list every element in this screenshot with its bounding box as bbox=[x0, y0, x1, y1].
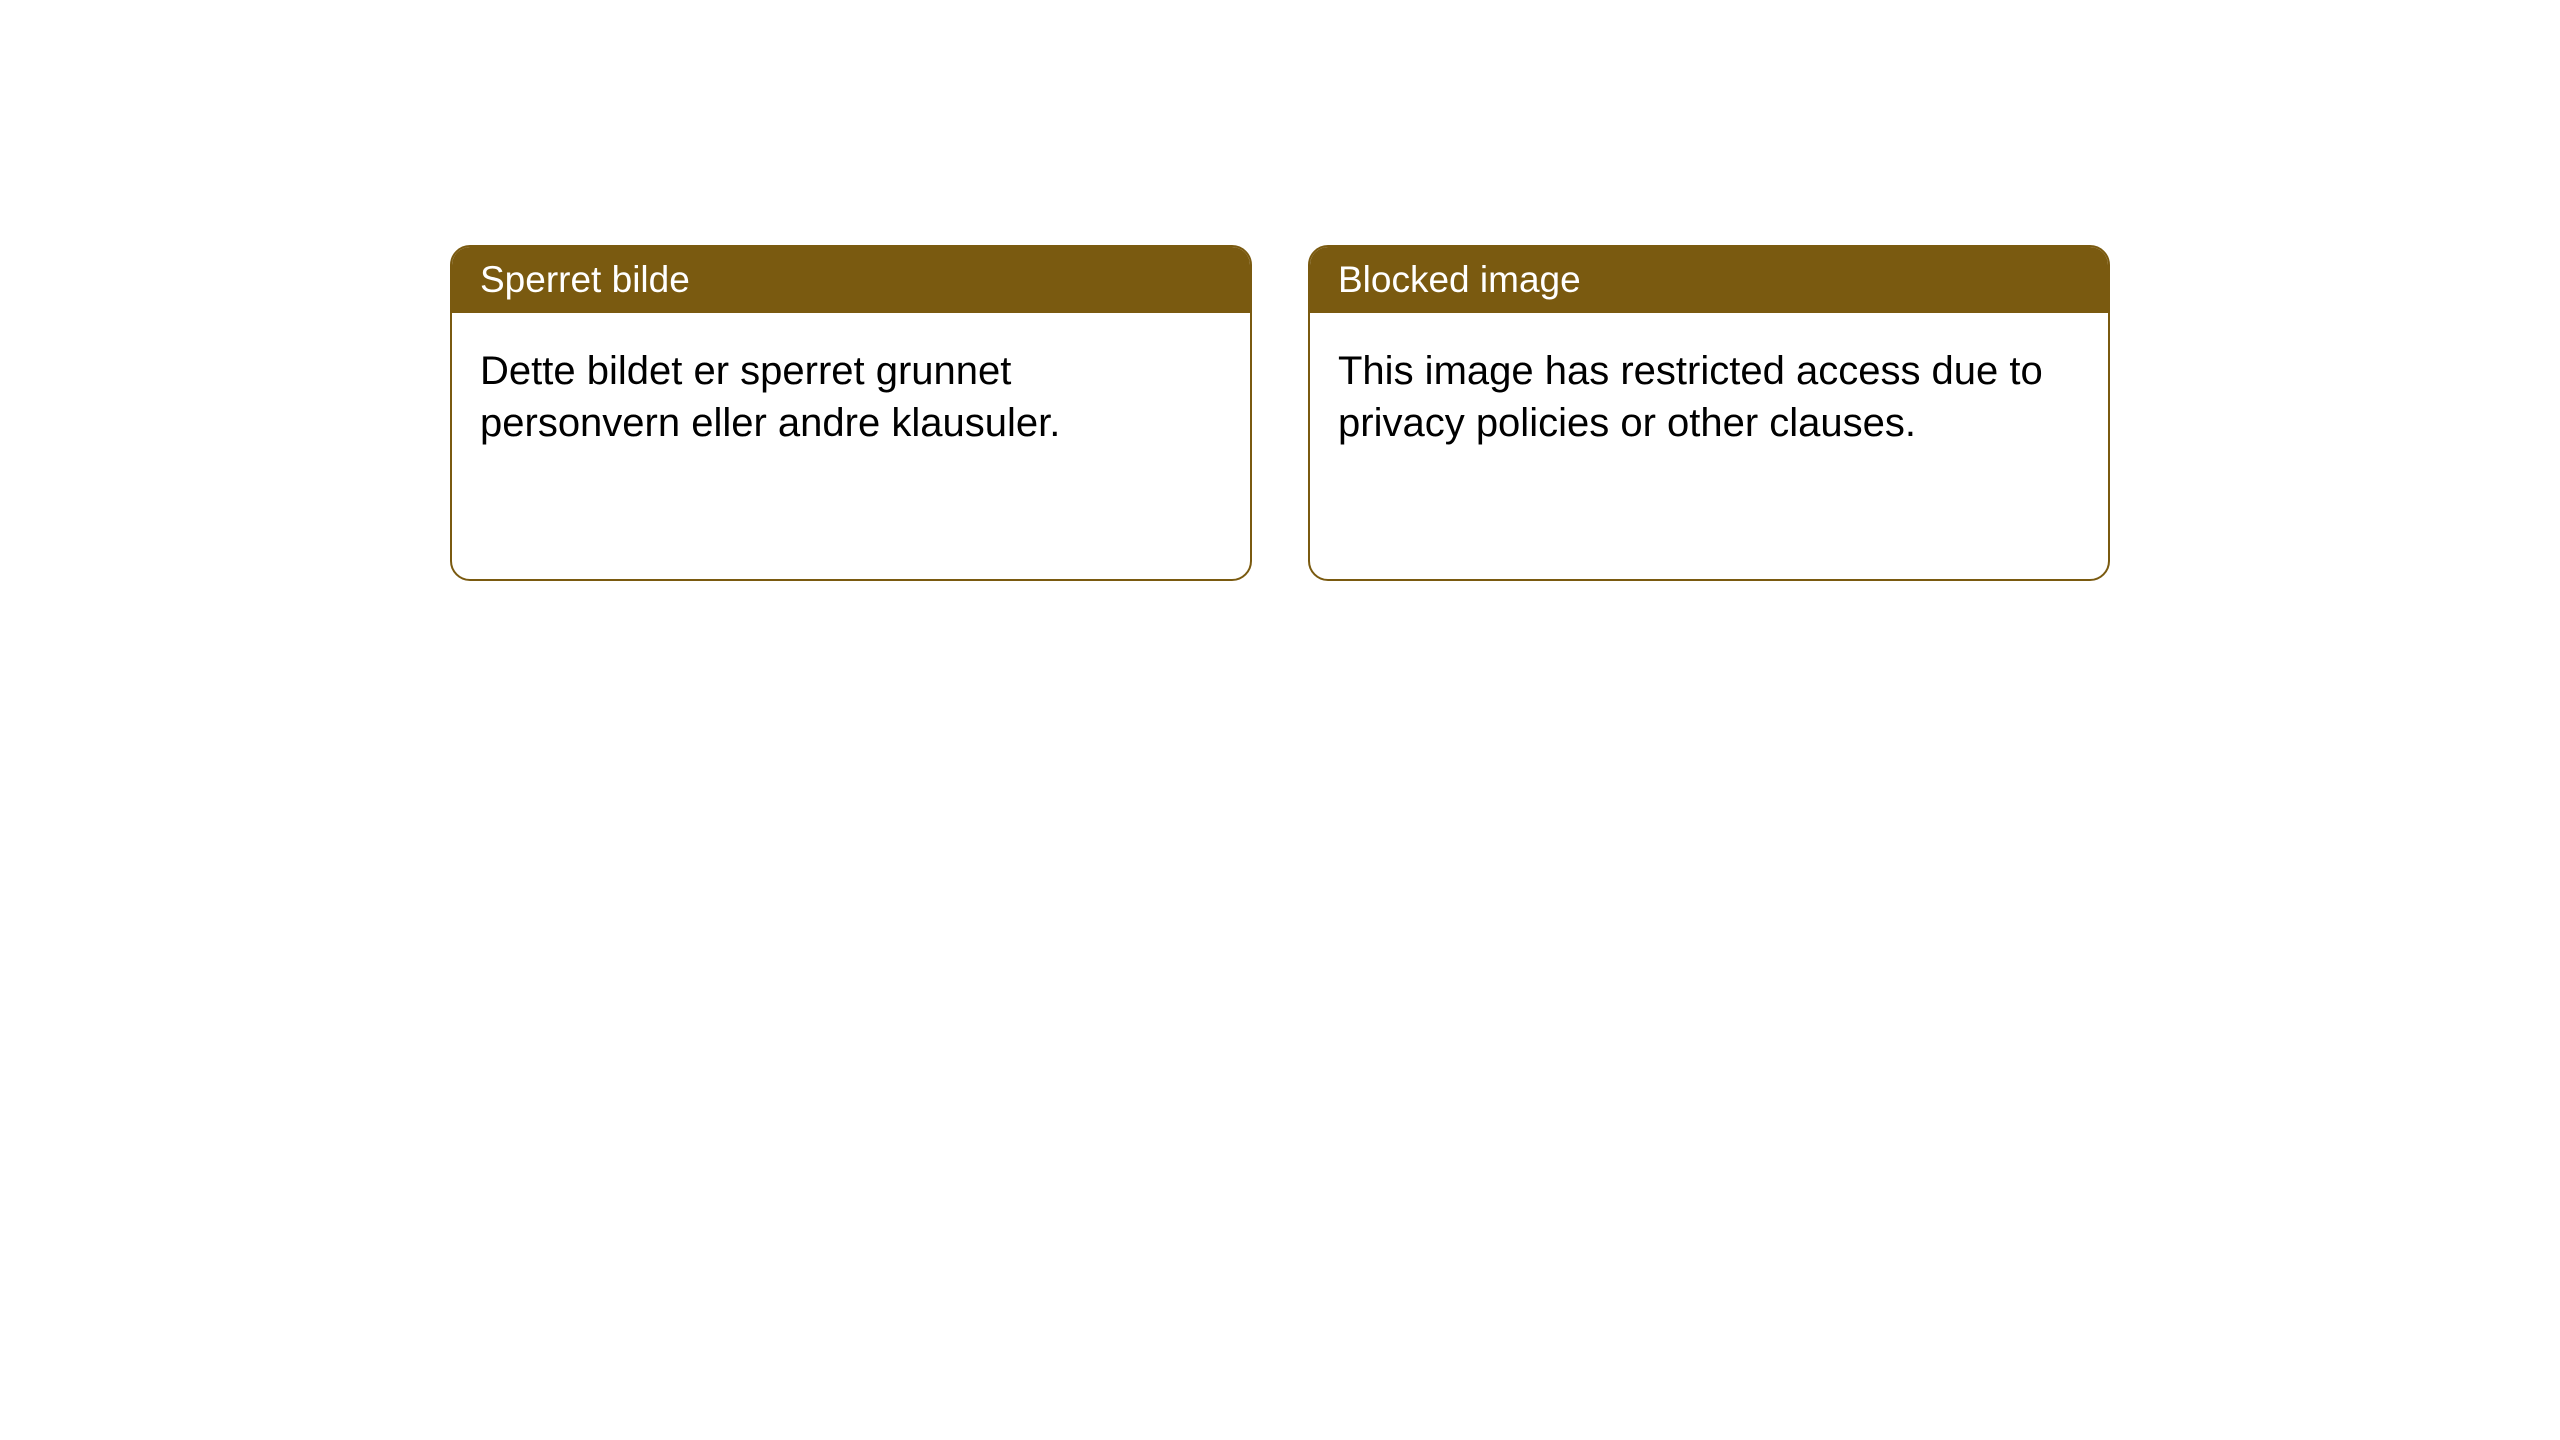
card-title: Blocked image bbox=[1310, 247, 2108, 313]
card-body: Dette bildet er sperret grunnet personve… bbox=[452, 313, 1250, 481]
blocked-image-card-no: Sperret bilde Dette bildet er sperret gr… bbox=[450, 245, 1252, 581]
notice-container: Sperret bilde Dette bildet er sperret gr… bbox=[450, 245, 2110, 581]
card-body: This image has restricted access due to … bbox=[1310, 313, 2108, 481]
blocked-image-card-en: Blocked image This image has restricted … bbox=[1308, 245, 2110, 581]
card-title: Sperret bilde bbox=[452, 247, 1250, 313]
